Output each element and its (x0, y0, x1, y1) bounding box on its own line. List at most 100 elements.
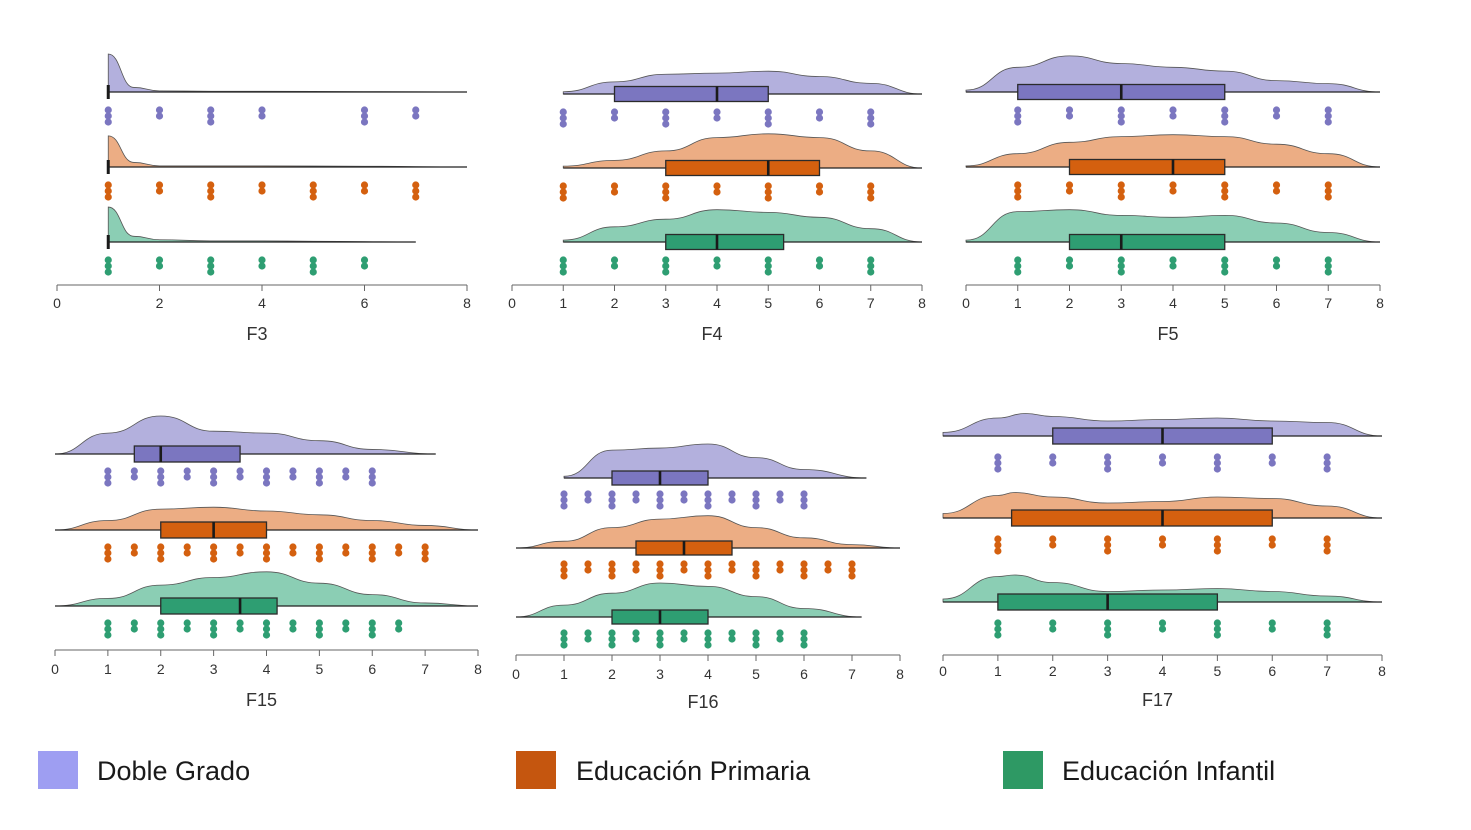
rain-dot (130, 473, 138, 481)
rain-dot (262, 625, 271, 633)
rain-dot (1268, 535, 1276, 543)
rain-point (130, 619, 138, 633)
rain-point (608, 629, 616, 649)
rain-dot (236, 625, 244, 633)
rain-point (262, 619, 271, 639)
legend-swatch (1003, 751, 1043, 789)
rain-dot (1213, 459, 1221, 467)
series-educacion-infantil (515, 582, 862, 649)
rain-point (800, 629, 808, 649)
rain-point (104, 106, 112, 126)
rain-point (258, 181, 266, 195)
rain-dot (610, 114, 619, 122)
rain-dot (1158, 535, 1167, 543)
rain-point (1117, 106, 1125, 126)
rain-dot (728, 560, 736, 568)
rain-point (368, 543, 376, 563)
rain-dot (1065, 187, 1074, 195)
tick-label: 0 (51, 661, 59, 677)
rain-dot (258, 112, 266, 120)
rain-dot (155, 187, 164, 195)
rain-dot (262, 619, 271, 627)
series-educacion-infantil (942, 574, 1383, 639)
rain-dot (662, 188, 670, 196)
rain-dot (662, 108, 670, 116)
rain-dot (1104, 465, 1112, 473)
rain-dot (764, 262, 772, 270)
rain-dot (395, 549, 403, 557)
rain-dot (752, 566, 760, 574)
rain-dot (867, 268, 875, 276)
rain-point (1221, 181, 1229, 201)
tick-label: 2 (1049, 663, 1057, 679)
rain-dot (800, 641, 808, 649)
rain-dot (704, 572, 712, 580)
rain-point (1268, 619, 1276, 633)
rain-point (752, 490, 760, 510)
rain-dot (1323, 631, 1331, 639)
rain-point (713, 256, 721, 270)
tick-label: 0 (512, 666, 520, 682)
rain-dot (867, 188, 875, 196)
density-cloud (562, 209, 923, 243)
series-educacion-primaria (515, 515, 901, 580)
rain-dot (368, 549, 376, 557)
rain-dot (560, 560, 568, 568)
rain-dot (752, 560, 760, 568)
rain-point (584, 490, 592, 504)
rain-dot (1158, 625, 1167, 633)
rain-dot (764, 194, 772, 202)
rain-point (1213, 619, 1221, 639)
rain-dot (315, 619, 323, 627)
rain-dot (130, 549, 138, 557)
rain-dot (1158, 619, 1167, 627)
rain-dot (1221, 112, 1229, 120)
rain-dot (262, 473, 271, 481)
tick-label: 0 (962, 295, 970, 311)
rain-dot (560, 566, 568, 574)
rain-dot (236, 543, 244, 551)
tick-label: 2 (157, 661, 165, 677)
rain-dot (155, 181, 164, 189)
rain-dot (1104, 619, 1112, 627)
rain-dot (104, 473, 112, 481)
rain-dot (662, 120, 670, 128)
rain-dot (210, 467, 218, 475)
rain-point (104, 181, 112, 201)
rain-dot (368, 619, 376, 627)
chart-panels: 0 2 4 6 8 F3 0 1 2 3 4 5 6 7 8 F4 0 1 2 3 4 5 6 7 8 F5 0 1 2 3 4 5 6 7 8 F1… (51, 53, 1386, 712)
rain-dot (368, 543, 376, 551)
rain-dot (368, 473, 376, 481)
rain-dot (608, 635, 616, 643)
rain-dot (559, 188, 567, 196)
rain-dot (713, 188, 721, 196)
axis-title: F4 (701, 324, 722, 344)
tick-label: 8 (1378, 663, 1386, 679)
rain-dot (1213, 631, 1221, 639)
rain-dot (704, 629, 712, 637)
rain-dot (560, 635, 568, 643)
rain-dot (412, 181, 420, 189)
rain-dot (1104, 541, 1112, 549)
rain-dot (1324, 268, 1332, 276)
rain-dot (342, 467, 350, 475)
rain-dot (1323, 453, 1331, 461)
rain-dot (1014, 181, 1022, 189)
rain-point (752, 629, 760, 649)
rain-dot (559, 108, 567, 116)
rain-point (632, 490, 640, 504)
rain-dot (764, 268, 772, 276)
rain-dot (608, 629, 616, 637)
rain-dot (867, 182, 875, 190)
rain-dot (104, 118, 112, 126)
rain-dot (1268, 453, 1276, 461)
rain-dot (207, 268, 215, 276)
rain-point (728, 560, 736, 574)
rain-dot (258, 187, 266, 195)
rain-point (207, 256, 215, 276)
rain-dot (815, 188, 824, 196)
rain-dot (157, 549, 165, 557)
rain-point (130, 543, 138, 557)
rain-dot (560, 502, 568, 510)
rain-point (713, 108, 721, 122)
